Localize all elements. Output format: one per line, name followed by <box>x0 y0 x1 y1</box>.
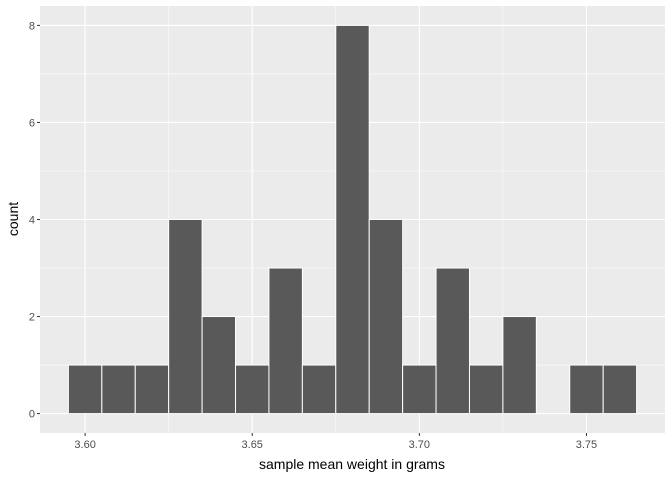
histogram-bar <box>468 364 504 415</box>
y-axis: 0 2 4 6 8 <box>29 20 40 421</box>
x-axis-title: sample mean weight in grams <box>259 456 445 472</box>
histogram-bar <box>502 316 537 415</box>
histogram-bar <box>268 267 303 415</box>
y-tick-label: 8 <box>29 20 35 32</box>
x-tick-label: 3.75 <box>576 439 597 451</box>
histogram-bar <box>168 219 203 415</box>
x-axis: 3.60 3.65 3.70 3.75 <box>74 433 597 451</box>
histogram-bar <box>368 219 404 415</box>
histogram-bar <box>134 364 170 415</box>
y-tick-label: 6 <box>29 117 35 129</box>
histogram-bars <box>67 24 638 415</box>
histogram-bar <box>101 364 136 415</box>
x-tick-label: 3.60 <box>74 439 95 451</box>
histogram-bar <box>67 364 103 415</box>
histogram-bar <box>602 364 638 415</box>
histogram-bar <box>201 316 237 415</box>
x-tick-label: 3.65 <box>242 439 263 451</box>
histogram-bar <box>301 364 337 415</box>
y-tick-label: 2 <box>29 312 35 324</box>
y-axis-title: count <box>5 202 21 236</box>
histogram-bar <box>402 364 437 415</box>
histogram-bar <box>335 24 370 415</box>
y-tick-label: 0 <box>29 409 35 421</box>
histogram-bar <box>435 267 470 415</box>
y-tick-label: 4 <box>29 215 35 227</box>
histogram-bar <box>569 364 604 415</box>
histogram-bar <box>235 364 270 415</box>
x-tick-label: 3.70 <box>409 439 430 451</box>
